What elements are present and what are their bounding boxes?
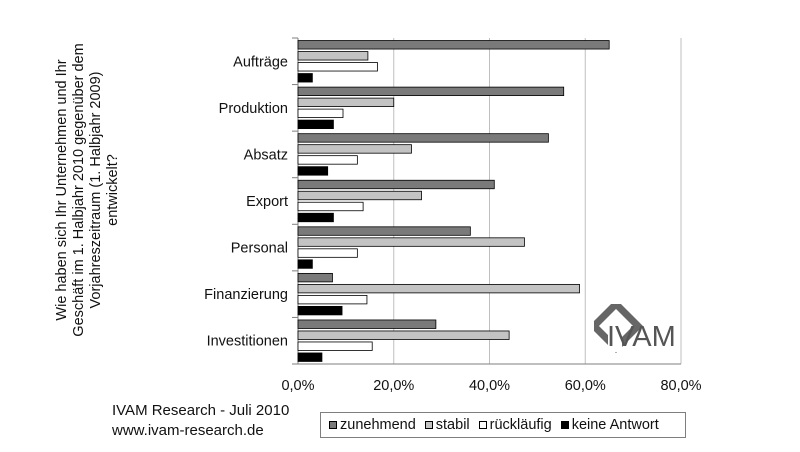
- legend-swatch: [424, 421, 433, 429]
- bar-stabil-4: [297, 237, 525, 247]
- bar-zunehmend-2: [297, 133, 549, 143]
- bar-rückläufig-3: [297, 201, 364, 212]
- bar-keine-Antwort-1: [297, 119, 334, 130]
- category-label: Export: [246, 194, 288, 210]
- source-line-2: www.ivam-research.de: [112, 422, 264, 439]
- x-tick-label: 40,0%: [469, 378, 510, 394]
- category-label: Absatz: [244, 147, 288, 163]
- legend-swatch: [478, 421, 487, 429]
- bar-stabil-6: [297, 330, 510, 340]
- legend-label: zunehmend: [340, 417, 416, 433]
- bar-zunehmend-1: [297, 86, 565, 97]
- legend-swatch: [329, 421, 337, 429]
- bar-rückläufig-0: [297, 62, 378, 72]
- bar-zunehmend-4: [297, 226, 471, 236]
- y-axis-title-wrap: Wie haben sich Ihr Unternehmen und Ihr G…: [38, 40, 138, 340]
- legend-item: stabil: [424, 417, 470, 433]
- bar-keine-Antwort-0: [297, 73, 313, 83]
- bar-rückläufig-5: [297, 294, 368, 305]
- category-label: Investitionen: [207, 334, 288, 350]
- legend-label: rückläufig: [489, 417, 552, 433]
- bar-rückläufig-2: [297, 155, 358, 165]
- legend-swatch: [560, 421, 569, 429]
- bars: [297, 40, 610, 362]
- bar-zunehmend-6: [297, 319, 437, 329]
- legend-item: keine Antwort: [560, 417, 659, 433]
- category-label: Aufträge: [233, 54, 288, 70]
- x-tick-labels: 0,0% 20,0% 40,0% 60,0% 80,0%: [281, 378, 701, 394]
- logo-text: IVAM.: [607, 321, 674, 353]
- category-label: Produktion: [219, 101, 288, 117]
- category-ticks: [292, 37, 298, 365]
- category-label: Personal: [231, 241, 288, 257]
- bar-rückläufig-6: [297, 341, 373, 351]
- legend: zunehmend stabil rückläufig keine Antwort: [320, 412, 686, 438]
- bar-rückläufig-1: [297, 108, 344, 119]
- bar-zunehmend-3: [297, 179, 495, 190]
- x-tick-label: 60,0%: [565, 378, 606, 394]
- bar-stabil-5: [297, 283, 580, 294]
- category-labels: Aufträge Produktion Absatz Export Personal Fi…: [204, 54, 288, 349]
- category-label: Finanzierung: [204, 287, 288, 303]
- y-axis-title: Wie haben sich Ihr Unternehmen und Ihr G…: [54, 43, 121, 337]
- legend-label: keine Antwort: [571, 417, 659, 433]
- bar-keine-Antwort-4: [297, 259, 313, 269]
- bar-zunehmend-5: [297, 272, 333, 283]
- bar-keine-Antwort-3: [297, 212, 334, 223]
- bar-stabil-2: [297, 144, 412, 154]
- x-tick-label: 0,0%: [281, 378, 314, 394]
- bar-keine-Antwort-6: [297, 352, 323, 362]
- x-tick-label: 80,0%: [660, 378, 701, 394]
- ivam-logo: IVAM.: [594, 304, 674, 353]
- bar-rückläufig-4: [297, 248, 358, 258]
- bar-keine-Antwort-2: [297, 166, 329, 176]
- bar-stabil-3: [297, 190, 422, 201]
- bar-zunehmend-0: [297, 40, 610, 50]
- legend-item: rückläufig: [478, 417, 552, 433]
- x-tick-label: 20,0%: [373, 378, 414, 394]
- bar-stabil-0: [297, 51, 369, 61]
- legend-item: zunehmend: [329, 417, 416, 433]
- legend-label: stabil: [435, 417, 470, 433]
- source-line-1: IVAM Research - Juli 2010: [112, 402, 290, 419]
- bar-keine-Antwort-5: [297, 305, 343, 316]
- bar-stabil-1: [297, 97, 395, 108]
